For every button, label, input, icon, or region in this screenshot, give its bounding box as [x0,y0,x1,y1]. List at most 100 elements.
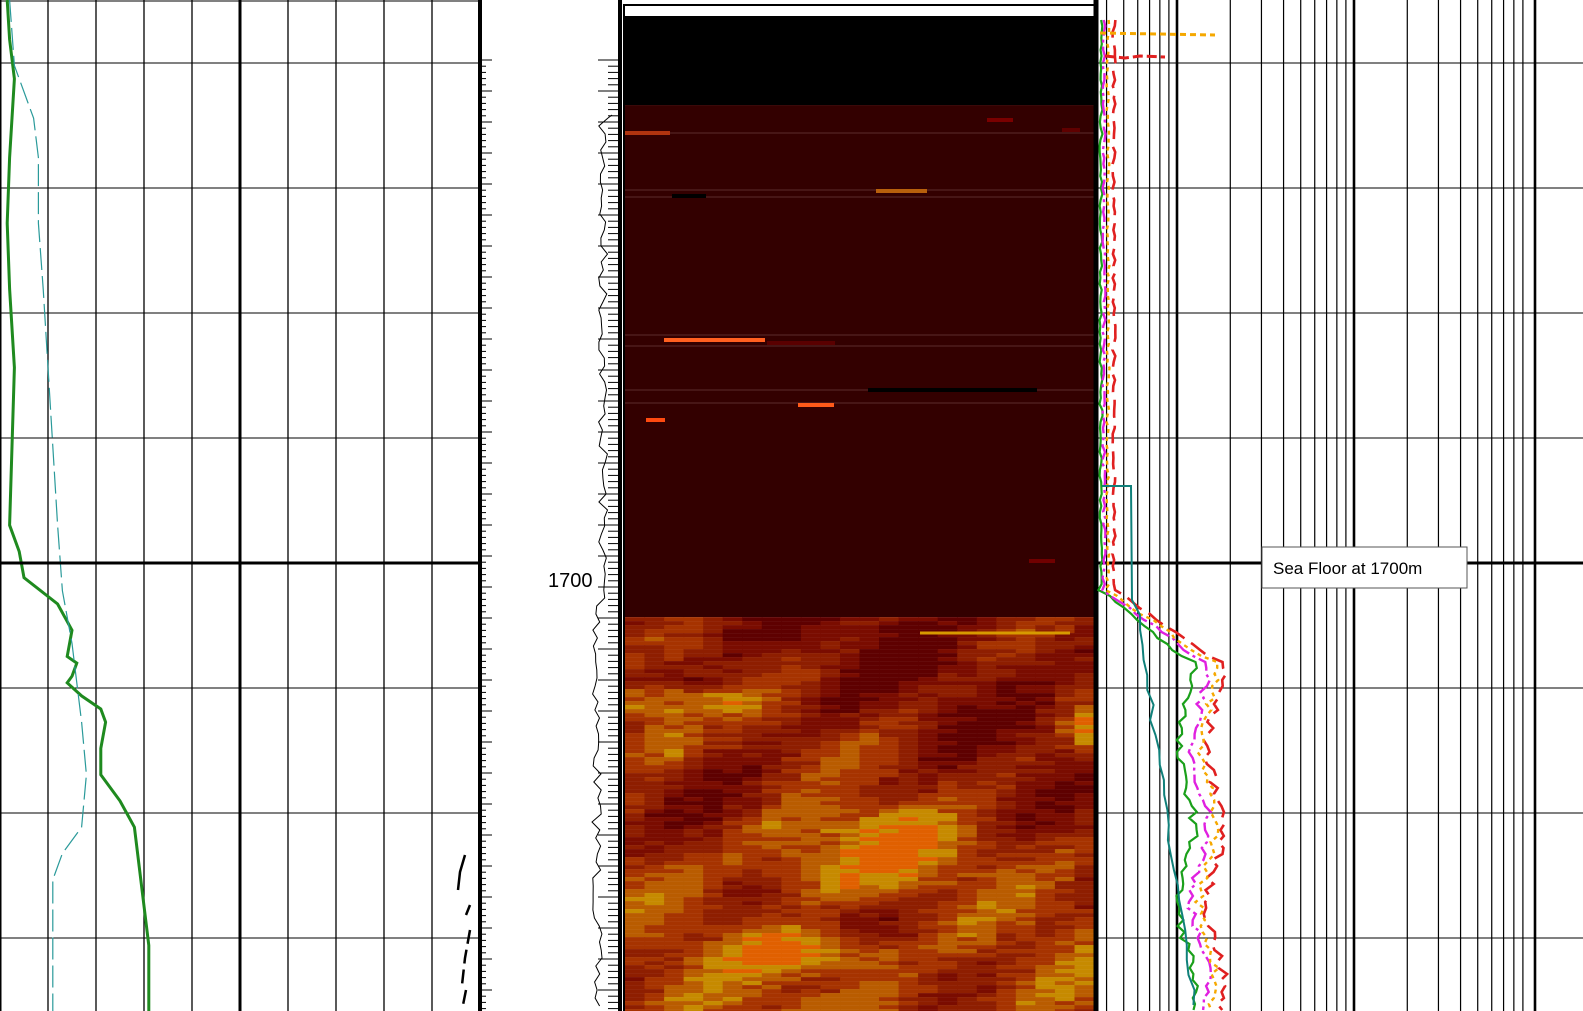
image-sediment-cell [1015,749,1036,754]
image-sediment-cell [820,725,841,730]
image-sediment-cell [625,845,646,850]
image-sediment-cell [722,997,743,1002]
image-sediment-cell [625,773,646,778]
image-sediment-cell [742,913,763,918]
image-sediment-cell [1054,869,1075,874]
image-sediment-cell [898,961,919,966]
image-sediment-cell [918,905,939,910]
image-sediment-cell [937,833,958,838]
image-sediment-cell [840,965,861,970]
image-sediment-cell [918,709,939,714]
image-sediment-cell [800,677,821,682]
image-sediment-cell [781,893,802,898]
image-sediment-cell [957,689,978,694]
image-sediment-cell [1015,905,1036,910]
image-sediment-cell [898,845,919,850]
image-sediment-cell [840,717,861,722]
image-sediment-cell [918,853,939,858]
image-sediment-cell [1054,909,1075,914]
image-sediment-cell [918,697,939,702]
image-sediment-cell [840,973,861,978]
image-streak [798,403,834,407]
image-sediment-cell [859,977,880,982]
image-sediment-cell [683,1009,704,1011]
image-sediment-cell [625,937,646,942]
image-sediment-cell [957,965,978,970]
image-sediment-cell [1035,689,1056,694]
image-sediment-cell [703,773,724,778]
image-sediment-cell [859,729,880,734]
image-sediment-cell [840,905,861,910]
image-sediment-cell [1074,881,1095,886]
image-sediment-cell [840,645,861,650]
image-sediment-cell [1035,841,1056,846]
image-sediment-cell [683,825,704,830]
image-sediment-cell [1074,913,1095,918]
image-sediment-cell [664,781,685,786]
image-sediment-cell [722,805,743,810]
image-sediment-cell [996,769,1017,774]
image-sediment-cell [996,937,1017,942]
image-sediment-cell [742,705,763,710]
image-sediment-cell [1074,861,1095,866]
image-sediment-cell [1035,661,1056,666]
image-sediment-cell [742,813,763,818]
image-sediment-cell [1035,717,1056,722]
image-sediment-cell [722,645,743,650]
track1-grid [0,0,482,1011]
image-sediment-cell [683,905,704,910]
image-sediment-cell [644,873,665,878]
image-sediment-cell [722,929,743,934]
image-sediment-cell [781,781,802,786]
image-sediment-cell [781,645,802,650]
image-sediment-cell [898,989,919,994]
image-sediment-cell [722,977,743,982]
image-sediment-cell [898,957,919,962]
image-sediment-cell [1074,657,1095,662]
image-sediment-cell [957,829,978,834]
image-sediment-cell [683,849,704,854]
image-sediment-cell [918,1005,939,1010]
image-sediment-cell [996,821,1017,826]
image-sediment-cell [957,721,978,726]
image-sediment-cell [742,877,763,882]
image-sediment-cell [859,665,880,670]
image-sediment-cell [937,657,958,662]
image-sediment-cell [664,957,685,962]
image-sediment-cell [683,973,704,978]
image-sediment-cell [996,861,1017,866]
image-sediment-cell [976,721,997,726]
image-sediment-cell [1054,729,1075,734]
image-sediment-cell [937,717,958,722]
image-sediment-cell [703,921,724,926]
image-sediment-cell [1054,629,1075,634]
image-sediment-cell [840,653,861,658]
image-sediment-cell [996,837,1017,842]
image-sediment-cell [664,741,685,746]
image-sediment-cell [996,825,1017,830]
image-sediment-cell [976,645,997,650]
image-sediment-cell [664,785,685,790]
image-sediment-cell [976,705,997,710]
image-sediment-cell [644,741,665,746]
image-sediment-cell [1035,837,1056,842]
image-sediment-cell [703,909,724,914]
image-sediment-cell [644,649,665,654]
image-sediment-cell [781,641,802,646]
image-sediment-cell [781,729,802,734]
image-sediment-cell [683,945,704,950]
image-sediment-cell [664,873,685,878]
image-sediment-cell [820,769,841,774]
image-sediment-cell [1015,861,1036,866]
image-sediment-cell [703,761,724,766]
image-sediment-cell [781,697,802,702]
image-sediment-cell [683,709,704,714]
image-sediment-cell [625,657,646,662]
image-sediment-cell [957,633,978,638]
image-sediment-cell [1015,617,1036,622]
image-sediment-cell [1015,873,1036,878]
image-sediment-cell [957,873,978,878]
image-sediment-cell [761,677,782,682]
image-sediment-cell [1074,909,1095,914]
image-sediment-cell [1054,725,1075,730]
